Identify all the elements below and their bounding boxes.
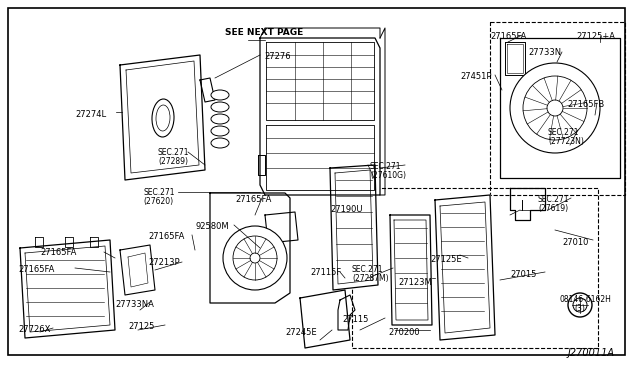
Text: 27274L: 27274L: [75, 110, 106, 119]
Bar: [490, 22, 625, 195]
Text: 27123M: 27123M: [398, 278, 432, 287]
Text: 27733NA: 27733NA: [115, 300, 154, 309]
Ellipse shape: [211, 138, 229, 148]
Text: (27289): (27289): [158, 157, 188, 166]
Text: 27726X: 27726X: [18, 325, 51, 334]
Text: (27723N): (27723N): [548, 137, 584, 146]
Circle shape: [233, 236, 277, 280]
Text: 27115F: 27115F: [310, 268, 341, 277]
Text: (27610G): (27610G): [370, 171, 406, 180]
Polygon shape: [210, 193, 290, 303]
Polygon shape: [390, 215, 432, 325]
Polygon shape: [120, 55, 205, 180]
Text: 27165FA: 27165FA: [490, 32, 526, 41]
Circle shape: [250, 253, 260, 263]
Bar: [352, 188, 598, 348]
Text: 27010: 27010: [562, 238, 588, 247]
Polygon shape: [435, 195, 495, 340]
Text: SEE NEXT PAGE: SEE NEXT PAGE: [225, 28, 303, 37]
Text: 27276: 27276: [264, 52, 291, 61]
Text: 27125: 27125: [128, 322, 154, 331]
Text: SEC.271: SEC.271: [548, 128, 579, 137]
Ellipse shape: [211, 126, 229, 136]
Text: 27165FA: 27165FA: [235, 195, 271, 204]
Text: 27115: 27115: [342, 315, 369, 324]
Text: 27213P: 27213P: [148, 258, 180, 267]
Text: SEC.271: SEC.271: [352, 265, 383, 274]
Text: SEC.271: SEC.271: [143, 188, 175, 197]
Text: SEC.271: SEC.271: [538, 195, 570, 204]
Text: J270011A: J270011A: [568, 348, 615, 358]
Circle shape: [510, 63, 600, 153]
Text: 27451P: 27451P: [460, 72, 492, 81]
Circle shape: [568, 293, 592, 317]
Text: 92580M: 92580M: [195, 222, 228, 231]
Circle shape: [547, 100, 563, 116]
Text: 27165FA: 27165FA: [18, 265, 54, 274]
Polygon shape: [330, 165, 378, 290]
Polygon shape: [260, 38, 380, 195]
Text: 08146-6162H: 08146-6162H: [560, 295, 612, 304]
Text: 27245E: 27245E: [285, 328, 317, 337]
Circle shape: [573, 298, 587, 312]
Circle shape: [223, 226, 287, 290]
Ellipse shape: [156, 105, 170, 131]
Ellipse shape: [211, 114, 229, 124]
Ellipse shape: [152, 99, 174, 137]
Text: 270200: 270200: [388, 328, 420, 337]
Text: 27125+A: 27125+A: [576, 32, 615, 41]
Ellipse shape: [211, 90, 229, 100]
Text: 27015: 27015: [510, 270, 536, 279]
Text: 27165FA: 27165FA: [148, 232, 184, 241]
Text: 27190U: 27190U: [330, 205, 362, 214]
Text: SEC.271: SEC.271: [370, 162, 401, 171]
Ellipse shape: [211, 102, 229, 112]
Text: (27619): (27619): [538, 204, 568, 213]
Text: (27620): (27620): [143, 197, 173, 206]
Text: 27125E: 27125E: [430, 255, 461, 264]
Polygon shape: [20, 240, 115, 338]
Text: 27733N: 27733N: [528, 48, 561, 57]
Text: (27287M): (27287M): [352, 274, 388, 283]
Text: 27165FA: 27165FA: [40, 248, 76, 257]
Polygon shape: [500, 38, 620, 178]
Circle shape: [523, 76, 587, 140]
Text: (3): (3): [574, 304, 585, 313]
Polygon shape: [300, 290, 350, 348]
Text: SEC.271: SEC.271: [158, 148, 189, 157]
Text: 27165FB: 27165FB: [567, 100, 604, 109]
